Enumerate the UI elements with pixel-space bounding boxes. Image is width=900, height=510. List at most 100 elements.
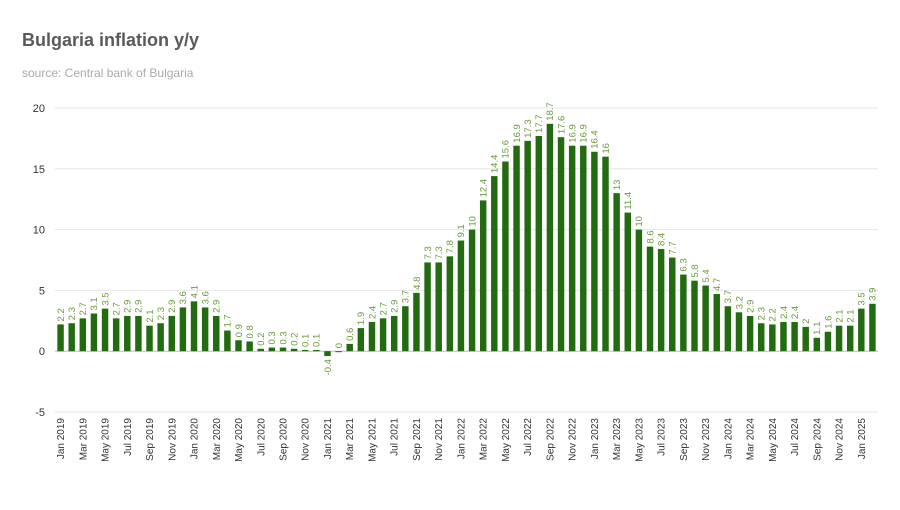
data-label: 0.9 [234, 324, 245, 337]
bar [446, 256, 454, 352]
data-label: 17.7 [534, 114, 545, 133]
data-label: 8.4 [656, 233, 667, 246]
x-tick-label: May 2020 [234, 418, 245, 462]
bar [68, 323, 75, 352]
data-label: 17.6 [556, 116, 567, 135]
data-label: 2.4 [367, 306, 378, 319]
chart-title: Bulgaria inflation y/y [22, 30, 200, 50]
bar [324, 351, 331, 357]
data-label: 5.4 [701, 269, 712, 282]
data-label: 12.4 [478, 179, 489, 198]
data-label: 3.2 [734, 296, 745, 309]
bar [568, 145, 576, 352]
data-label: 2.3 [67, 307, 78, 320]
data-label: 10 [467, 216, 478, 227]
bar [213, 315, 220, 352]
bar [179, 307, 187, 352]
data-label: 9.1 [456, 224, 467, 237]
bar [346, 343, 353, 352]
bar [313, 349, 320, 352]
x-tick-label: Mar 2021 [345, 418, 356, 461]
x-tick-label: Jan 2021 [323, 418, 334, 460]
bar [112, 318, 120, 352]
bar [546, 123, 554, 352]
x-tick-label: Jul 2024 [790, 418, 801, 456]
data-label: 5.8 [690, 264, 701, 277]
bar [424, 262, 431, 352]
bar [757, 323, 765, 352]
x-tick-label: May 2021 [367, 418, 378, 462]
y-tick-label: 10 [33, 225, 45, 237]
bar [746, 315, 754, 352]
bar [535, 135, 543, 352]
bar [802, 326, 809, 352]
bar [468, 229, 476, 352]
x-tick-label: Mar 2024 [746, 418, 757, 461]
bar [124, 315, 131, 352]
data-label: 2.1 [145, 309, 156, 322]
y-tick-label: 20 [33, 103, 45, 115]
x-tick-label: Nov 2020 [301, 418, 312, 461]
data-label: 2 [801, 319, 812, 324]
bar [657, 249, 665, 352]
bar [646, 246, 654, 352]
data-label: 0.1 [312, 334, 323, 347]
bar [602, 156, 609, 352]
x-tick-label: Mar 2019 [78, 418, 89, 461]
bar [357, 328, 365, 352]
bar [479, 200, 487, 352]
data-label: 2.4 [779, 306, 790, 319]
data-label: 0.3 [278, 331, 289, 344]
bar [224, 330, 231, 352]
data-label: 7.3 [434, 246, 445, 259]
data-label: 4.7 [712, 278, 723, 291]
bar [101, 308, 109, 352]
data-label: 2.9 [745, 300, 756, 313]
data-label: 1.7 [223, 314, 234, 327]
bar [858, 308, 865, 352]
bar [513, 145, 520, 352]
data-label: 8.6 [645, 230, 656, 243]
chart-subtitle: source: Central bank of Bulgaria [22, 66, 194, 80]
data-label: 2.3 [156, 307, 167, 320]
bar [390, 315, 398, 352]
data-label: 2.3 [757, 307, 768, 320]
bar [157, 323, 164, 352]
bar [680, 274, 687, 352]
data-label: 2.9 [212, 300, 223, 313]
data-label: 1.9 [356, 312, 367, 325]
x-tick-label: Jan 2022 [456, 418, 467, 460]
bar [135, 315, 142, 352]
data-label: 0.8 [245, 325, 256, 338]
bar [669, 257, 676, 352]
bar [624, 212, 631, 352]
data-label: 3.7 [401, 290, 412, 303]
bar [613, 193, 620, 352]
bar [257, 348, 264, 352]
x-tick-label: Jan 2023 [590, 418, 601, 460]
bar [780, 322, 787, 352]
data-label: 11.4 [623, 192, 634, 210]
data-label: 0.6 [345, 328, 356, 341]
bar [457, 240, 465, 352]
data-label: 3.6 [178, 291, 189, 304]
data-label: 1.1 [812, 322, 823, 335]
bar [57, 324, 64, 352]
bar [702, 285, 709, 352]
x-tick-label: Mar 2022 [479, 418, 490, 461]
y-tick-label: 15 [33, 164, 45, 176]
bar [190, 301, 198, 352]
data-label: 2.7 [111, 302, 122, 315]
data-label: 2.1 [845, 309, 856, 322]
data-label: 7.7 [668, 241, 679, 254]
x-tick-label: Nov 2021 [434, 418, 445, 461]
data-label: 2.9 [167, 300, 178, 313]
x-tick-label: Nov 2023 [701, 418, 712, 461]
bar [502, 161, 509, 352]
data-label: 13 [612, 180, 623, 191]
data-label: 3.7 [723, 290, 734, 303]
bar [635, 229, 643, 352]
bar [735, 312, 743, 352]
data-label: 1.6 [823, 316, 834, 329]
